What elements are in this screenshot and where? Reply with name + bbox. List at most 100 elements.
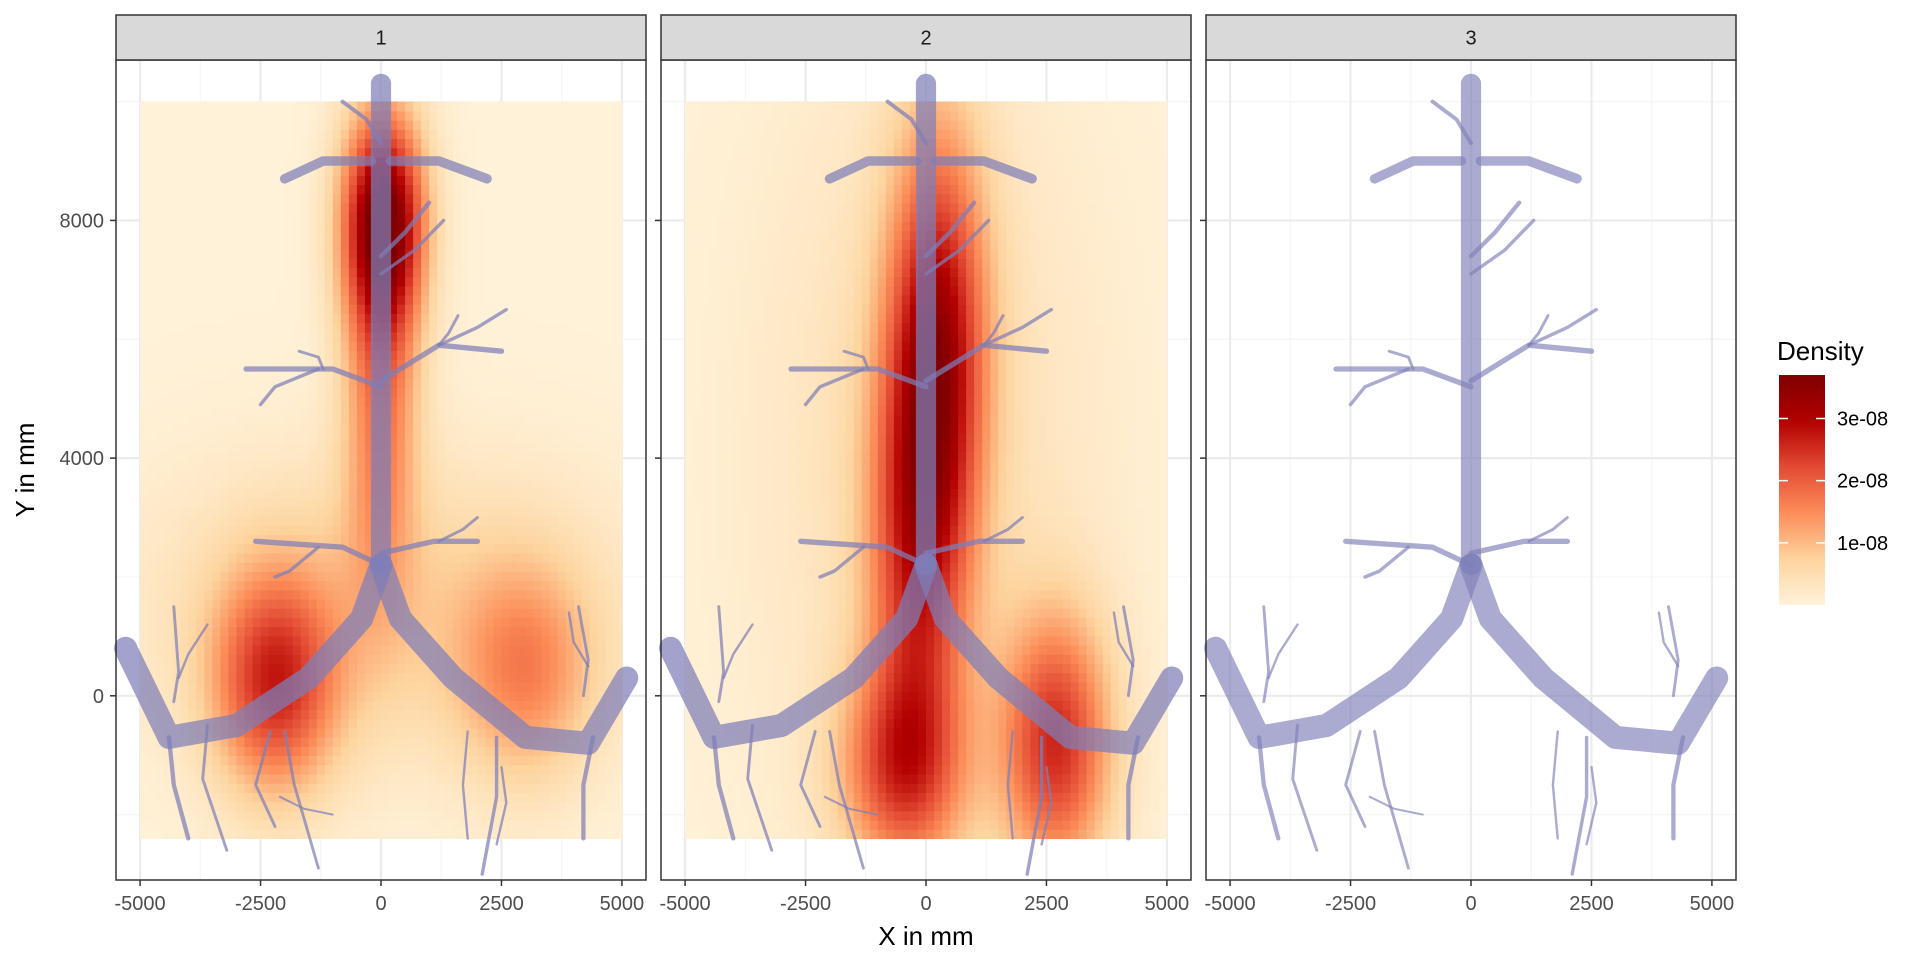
density-cell	[542, 175, 551, 185]
density-cell	[140, 553, 149, 563]
density-cell	[614, 332, 623, 342]
density-cell	[389, 700, 398, 710]
density-cell	[590, 102, 599, 112]
density-cell	[461, 277, 470, 287]
density-cell	[204, 507, 213, 517]
density-cell	[614, 295, 623, 305]
density-cell	[429, 746, 438, 756]
density-cell	[526, 617, 535, 627]
density-cell	[397, 700, 406, 710]
density-cell	[509, 470, 518, 480]
density-cell	[156, 304, 165, 314]
density-cell	[429, 102, 438, 112]
density-cell	[614, 157, 623, 167]
density-cell	[325, 295, 334, 305]
density-cell	[140, 369, 149, 379]
density-cell	[244, 488, 253, 498]
density-cell	[413, 792, 422, 802]
density-cell	[180, 424, 189, 434]
density-cell	[685, 608, 694, 618]
density-cell	[485, 258, 494, 268]
density-cell	[164, 304, 173, 314]
density-cell	[325, 433, 334, 443]
density-cell	[453, 571, 462, 581]
density-cell	[421, 221, 430, 231]
density-cell	[405, 396, 414, 406]
density-cell	[421, 590, 430, 600]
density-cell	[236, 673, 245, 683]
density-cell	[453, 562, 462, 572]
density-cell	[437, 415, 446, 425]
density-cell	[188, 617, 197, 627]
density-cell	[269, 829, 278, 839]
density-cell	[180, 756, 189, 766]
density-cell	[405, 120, 414, 130]
density-cell	[606, 636, 615, 646]
density-cell	[518, 286, 527, 296]
density-cell	[220, 387, 229, 397]
density-cell	[566, 129, 575, 139]
density-cell	[501, 581, 510, 591]
density-cell	[413, 120, 422, 130]
density-cell	[590, 553, 599, 563]
density-cell	[261, 157, 270, 167]
density-cell	[244, 341, 253, 351]
density-cell	[493, 544, 502, 554]
density-cell	[261, 544, 270, 554]
density-cell	[228, 783, 237, 793]
density-cell	[148, 138, 157, 148]
density-cell	[293, 396, 302, 406]
density-cell	[485, 682, 494, 692]
density-cell	[606, 654, 615, 664]
density-cell	[461, 608, 470, 618]
density-cell	[397, 295, 406, 305]
density-cell	[558, 534, 567, 544]
density-cell	[236, 295, 245, 305]
density-cell	[477, 424, 486, 434]
density-cell	[685, 581, 694, 591]
density-cell	[164, 488, 173, 498]
density-cell	[220, 470, 229, 480]
density-cell	[606, 249, 615, 259]
density-cell	[566, 581, 575, 591]
density-cell	[220, 525, 229, 535]
density-cell	[469, 194, 478, 204]
density-cell	[389, 663, 398, 673]
density-cell	[325, 498, 334, 508]
density-cell	[685, 488, 694, 498]
density-cell	[558, 203, 567, 213]
density-cell	[228, 470, 237, 480]
density-cell	[148, 341, 157, 351]
density-cell	[196, 820, 205, 830]
density-cell	[685, 829, 694, 839]
density-cell	[357, 792, 366, 802]
density-cell	[180, 709, 189, 719]
density-cell	[574, 157, 583, 167]
density-cell	[148, 756, 157, 766]
density-cell	[461, 304, 470, 314]
density-cell	[188, 461, 197, 471]
density-cell	[357, 700, 366, 710]
density-cell	[693, 811, 702, 821]
density-cell	[606, 138, 615, 148]
density-cell	[598, 802, 607, 812]
density-cell	[461, 645, 470, 655]
density-cell	[317, 461, 326, 471]
density-cell	[405, 498, 414, 508]
density-cell	[204, 194, 213, 204]
density-cell	[285, 249, 294, 259]
density-cell	[461, 709, 470, 719]
density-cell	[156, 765, 165, 775]
density-cell	[373, 617, 382, 627]
density-cell	[333, 507, 342, 517]
density-cell	[261, 415, 270, 425]
density-cell	[685, 341, 694, 351]
density-cell	[574, 304, 583, 314]
density-cell	[405, 562, 414, 572]
density-cell	[590, 166, 599, 176]
density-cell	[566, 571, 575, 581]
density-cell	[558, 507, 567, 517]
density-cell	[509, 562, 518, 572]
density-cell	[333, 571, 342, 581]
density-cell	[405, 452, 414, 462]
